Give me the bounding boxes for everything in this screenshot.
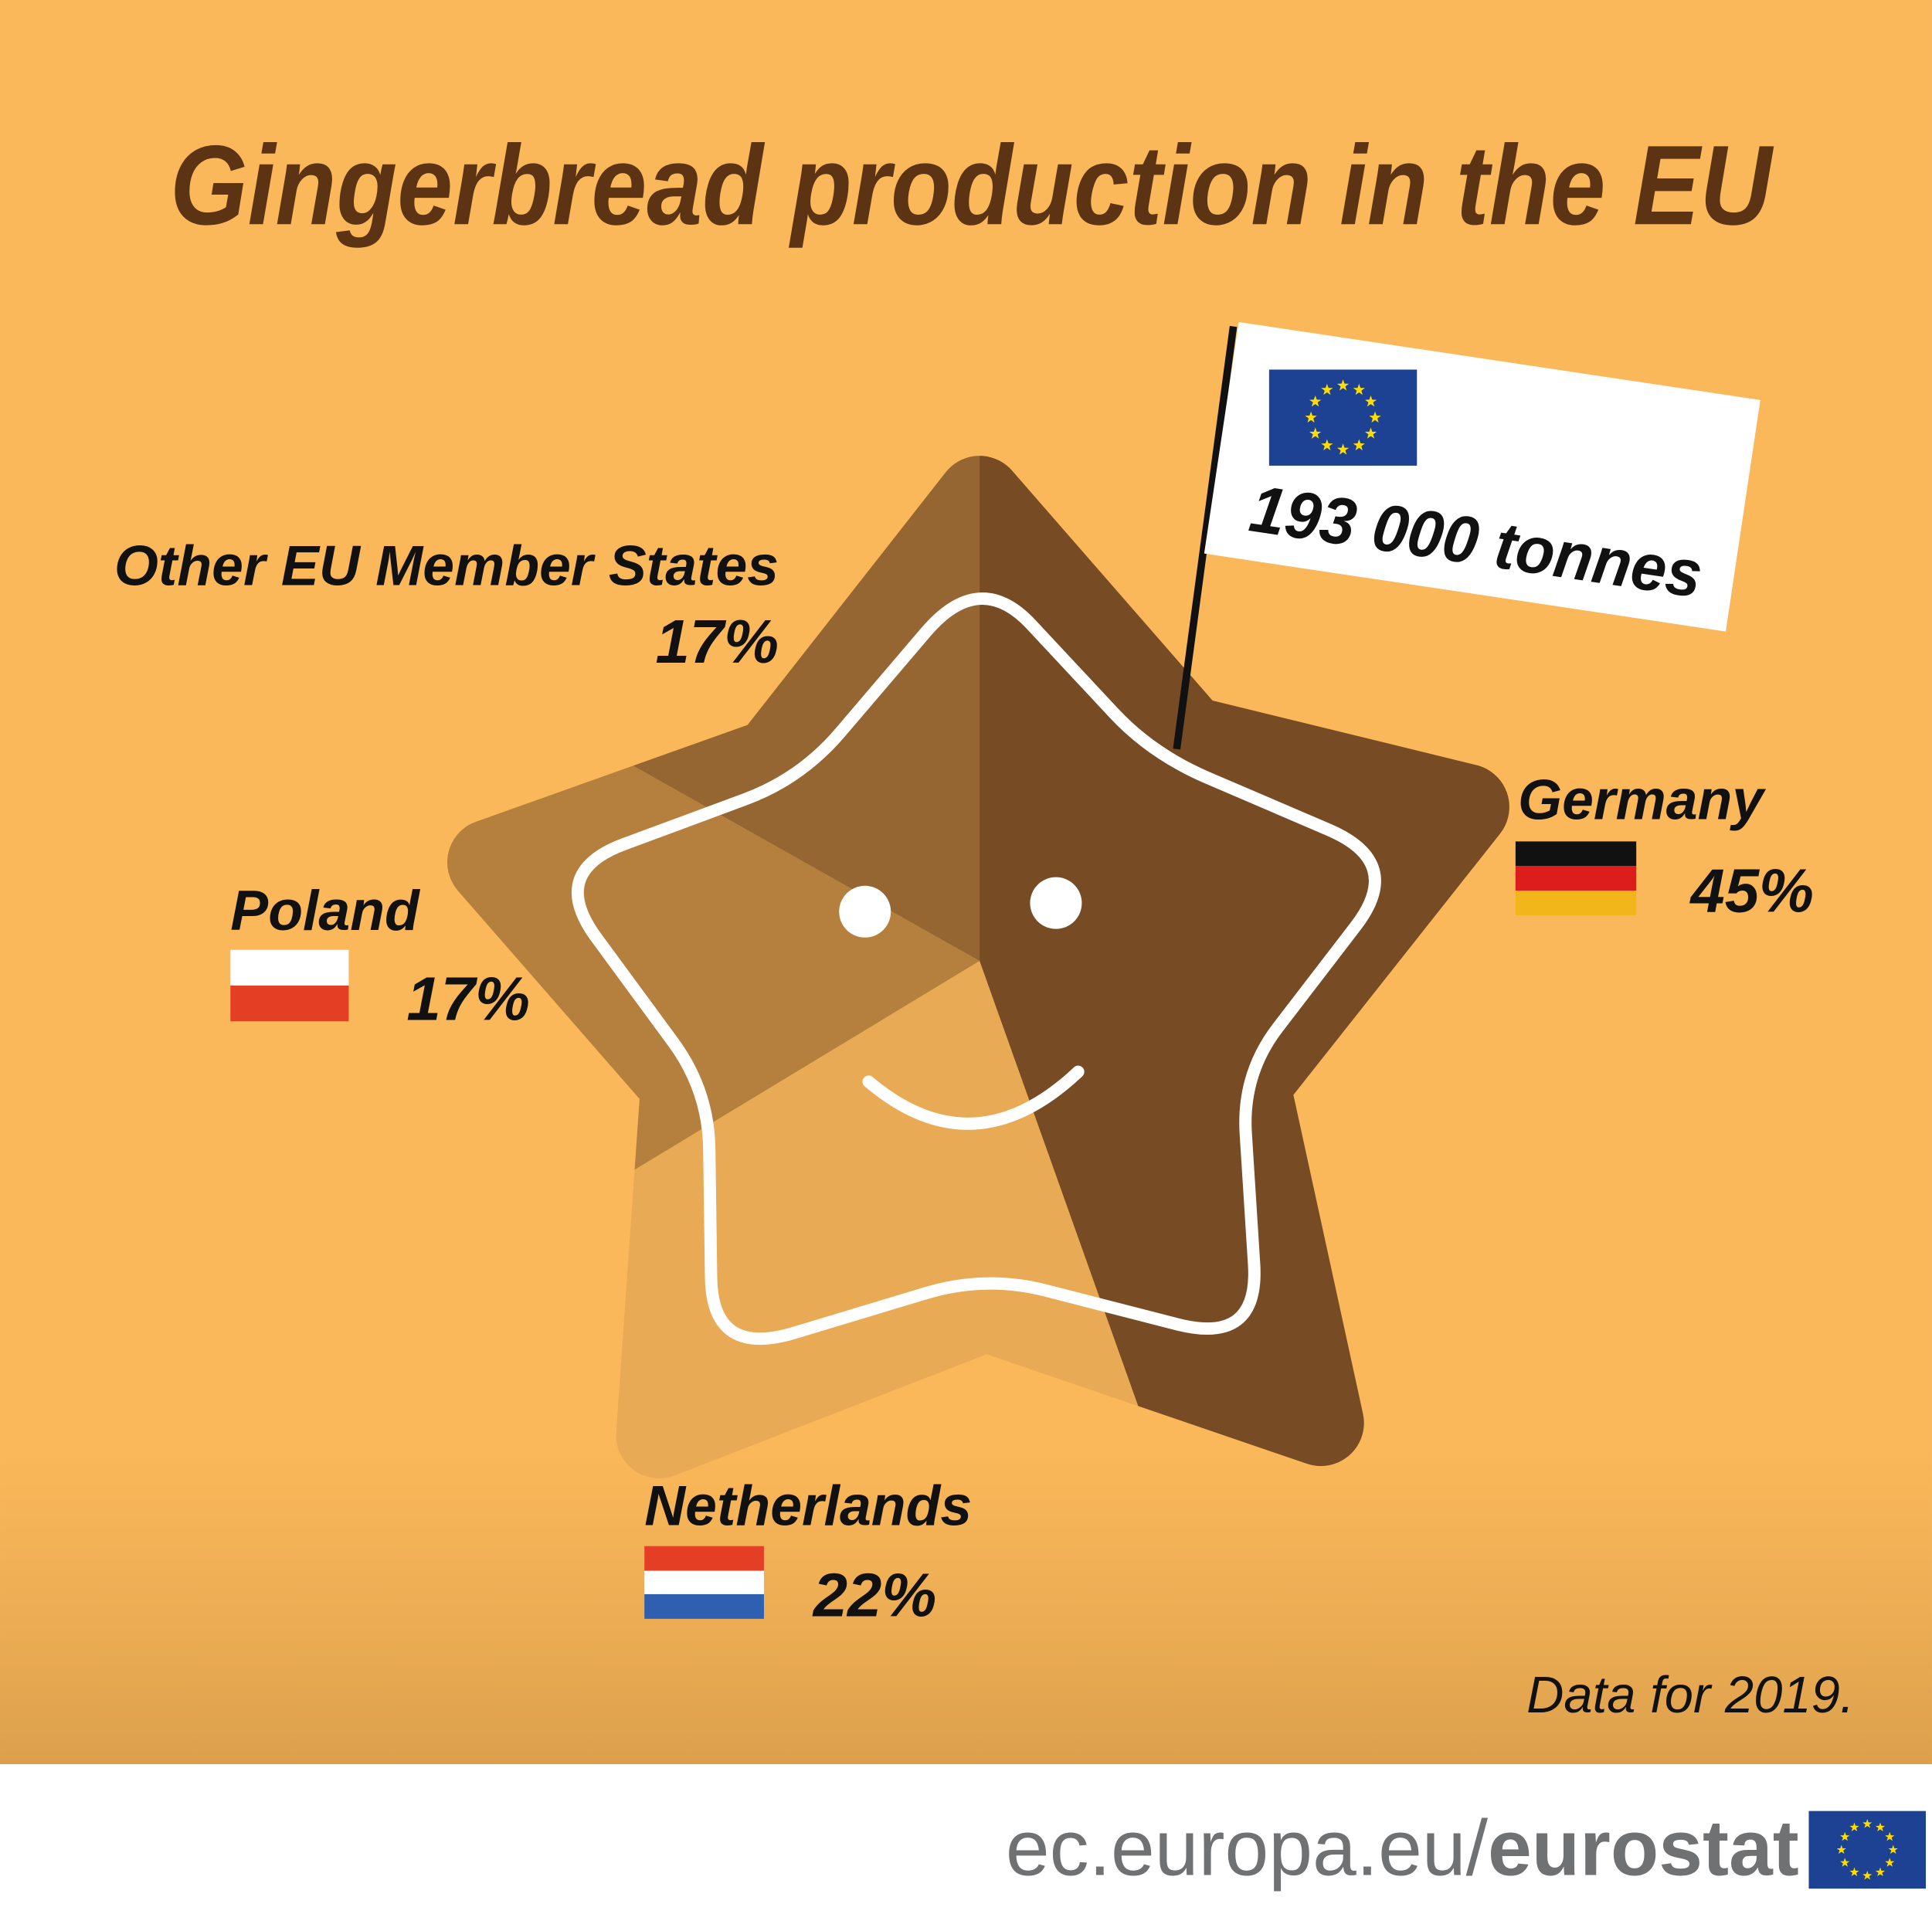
eu-star (1849, 1822, 1859, 1831)
value-label: 17% (655, 607, 779, 676)
note: Data for 2019. (1526, 1666, 1854, 1724)
eu-star (1309, 427, 1322, 439)
slice-label: Netherlands (644, 1475, 972, 1538)
eu-star (1353, 439, 1365, 451)
eu-star (1849, 1867, 1859, 1877)
eu-star (1309, 395, 1322, 407)
eu-star (1364, 427, 1377, 439)
eu-star (1369, 411, 1381, 423)
flag-pole (1173, 326, 1238, 750)
value-label: 22% (812, 1561, 937, 1630)
slice-label: Germany (1518, 769, 1766, 832)
eu-star (1836, 1844, 1846, 1854)
eu-star (1336, 379, 1350, 391)
eu-star (1875, 1822, 1886, 1831)
pie-slice (228, 98, 980, 962)
eu-flag (1268, 369, 1418, 466)
poland-flag (230, 949, 349, 1022)
slice-label: Other EU Member States (114, 535, 779, 598)
footer-text: ec.europa.eu/eurostat (1006, 1804, 1799, 1892)
pie-slice (241, 961, 1269, 1824)
eye (1030, 877, 1082, 929)
eu-star (1875, 1867, 1886, 1877)
footer-url: ec.europa.eu/ (1006, 1804, 1489, 1892)
eu-star (1336, 443, 1350, 455)
value-label: 45% (1689, 856, 1814, 925)
value-label: 17% (406, 965, 530, 1033)
eu-star (1862, 1819, 1873, 1828)
footer-brand: eurostat (1488, 1804, 1799, 1892)
eu-star (1840, 1831, 1850, 1841)
eu-star (1862, 1871, 1873, 1880)
eu-star (1321, 439, 1333, 451)
eu-star (1840, 1858, 1850, 1867)
pie (117, 98, 1842, 1824)
eu-star (1885, 1831, 1895, 1841)
germany-flag (1515, 841, 1637, 916)
slice-label: Poland (230, 879, 421, 942)
eu-star (1885, 1858, 1895, 1867)
eu-star (1321, 383, 1333, 395)
eu-logo (1808, 1811, 1927, 1889)
netherlands-flag (644, 1546, 764, 1619)
eu-star (1353, 383, 1365, 395)
star-outline (572, 592, 1381, 1346)
eu-star (1364, 395, 1377, 407)
eu-star (1888, 1844, 1898, 1854)
pie-slice (117, 537, 980, 1408)
smile (862, 1065, 1085, 1130)
eye (839, 885, 891, 938)
eu-star (1305, 411, 1317, 423)
